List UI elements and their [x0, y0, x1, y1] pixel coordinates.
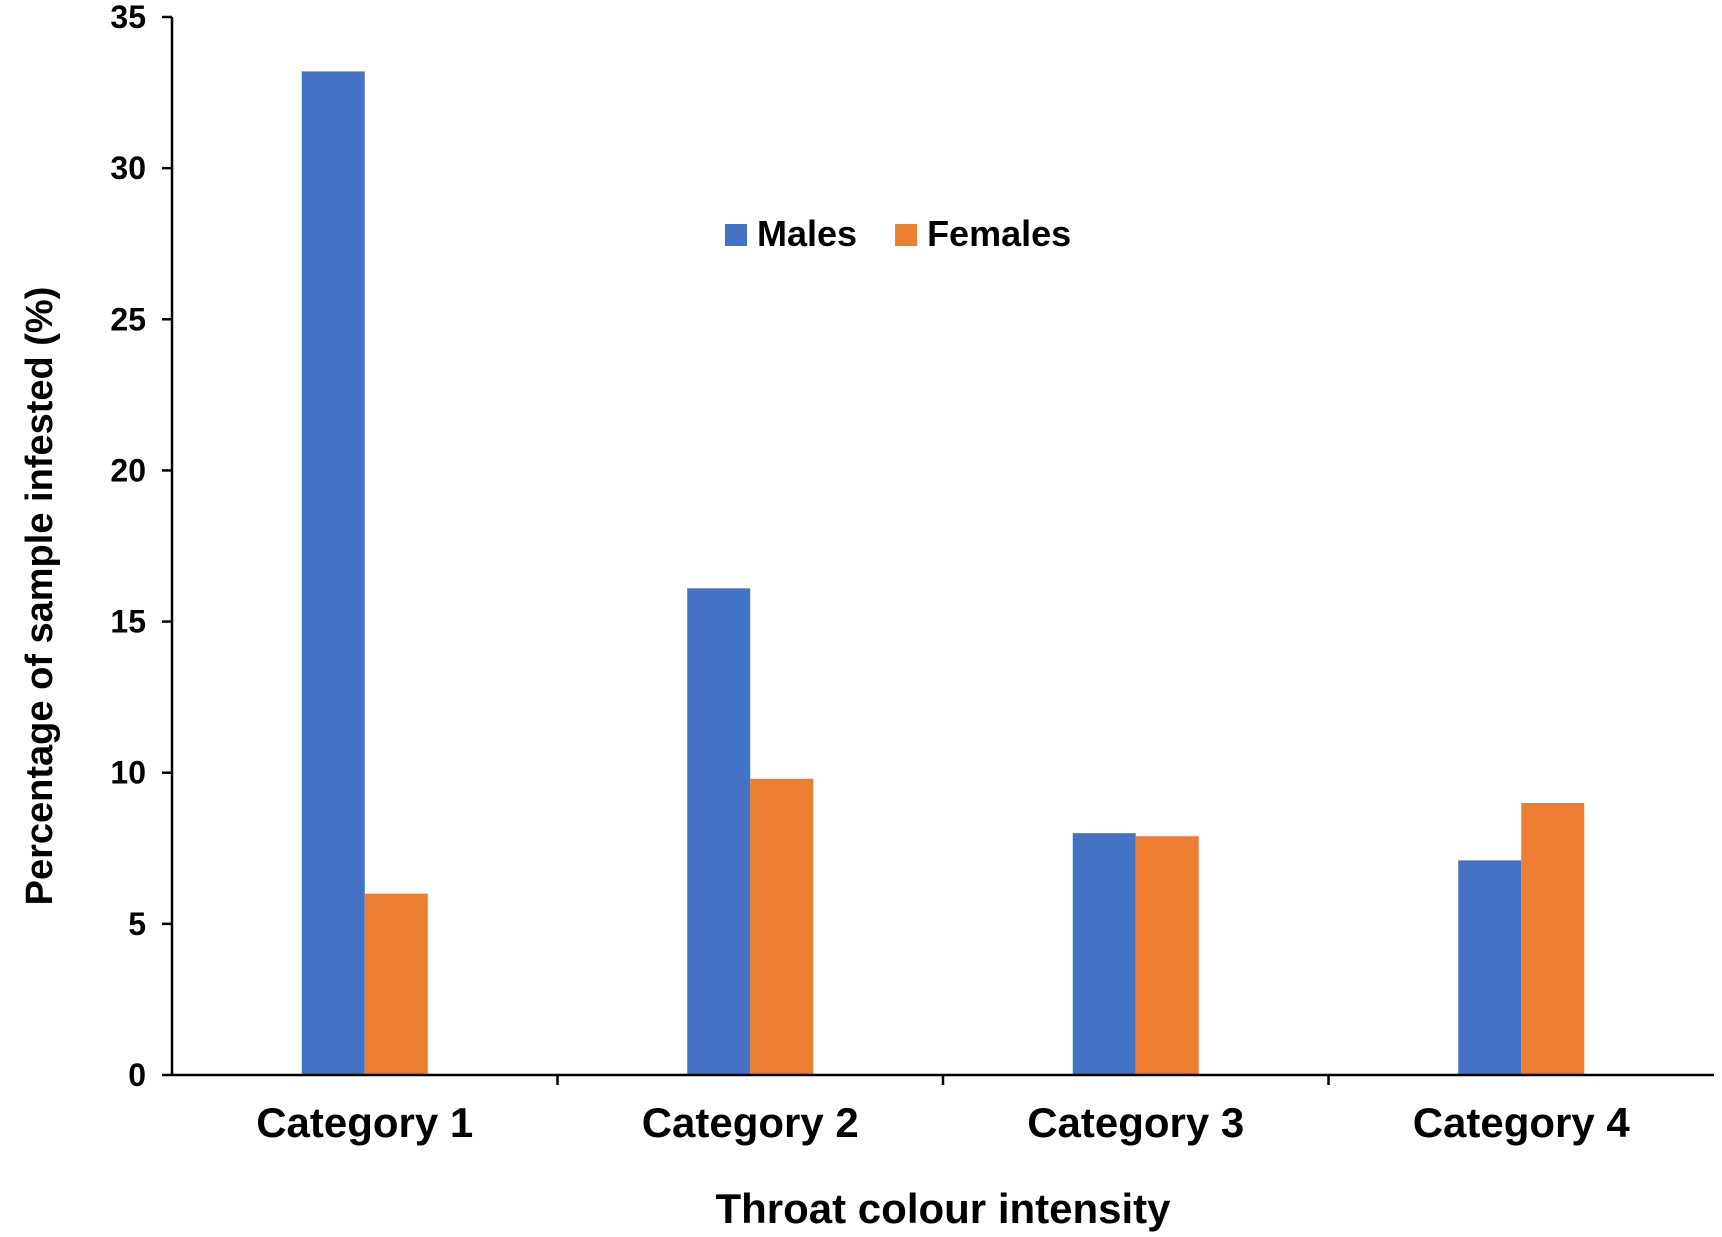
axes-layer [162, 15, 1714, 1085]
bars-layer [301, 71, 1585, 1075]
legend-swatch-females [895, 224, 918, 246]
bar-males-category-3 [1072, 833, 1136, 1075]
x-tick-label-category-2: Category 2 [642, 1099, 859, 1146]
y-tick-label-25: 25 [110, 301, 146, 337]
bar-females-category-4 [1521, 802, 1585, 1075]
y-tick-label-20: 20 [110, 452, 146, 488]
bar-females-category-3 [1135, 836, 1199, 1075]
y-tick-label-10: 10 [110, 755, 146, 791]
x-tick-label-category-4: Category 4 [1413, 1099, 1631, 1146]
y-tick-label-0: 0 [128, 1057, 146, 1093]
bar-males-category-4 [1458, 860, 1522, 1075]
y-tick-label-5: 5 [128, 906, 146, 942]
bar-males-category-1 [301, 71, 365, 1075]
y-tick-label-15: 15 [110, 604, 146, 640]
legend-label-females: Females [927, 213, 1071, 254]
legend-swatch-males [725, 224, 747, 246]
legend: Males Females [725, 213, 1071, 254]
y-tick-label-35: 35 [110, 0, 146, 35]
labels-layer: 0 5 10 15 20 25 30 35 Category 1 Category 2 Catego… [19, 0, 1630, 1232]
x-tick-label-category-1: Category 1 [256, 1099, 473, 1146]
y-tick-label-30: 30 [110, 150, 146, 186]
bar-females-category-1 [364, 893, 428, 1075]
x-axis-title: Throat colour intensity [715, 1185, 1171, 1232]
bar-females-category-2 [750, 778, 814, 1075]
bar-males-category-2 [687, 588, 751, 1075]
legend-label-males: Males [757, 213, 857, 254]
x-tick-label-category-3: Category 3 [1027, 1099, 1244, 1146]
y-axis-title: Percentage of sample infested (%) [19, 287, 61, 906]
